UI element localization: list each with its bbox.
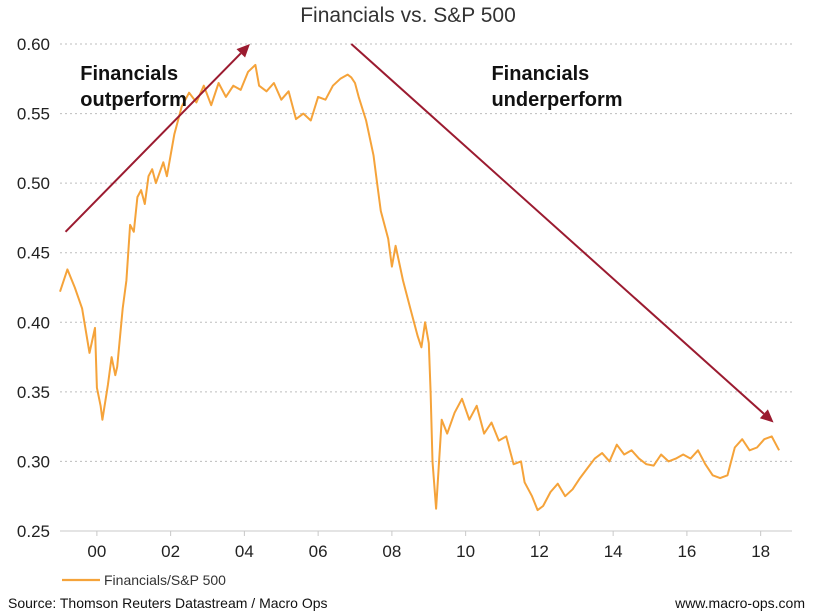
series-line-financials-sp500 (59, 63, 780, 512)
trend-arrow-shaft (64, 52, 242, 233)
annotation-line: outperform (80, 89, 187, 111)
y-tick-label: 0.45 (17, 244, 50, 263)
arrow-layer (64, 43, 774, 423)
y-tick-label: 0.30 (17, 452, 50, 471)
x-tick-label: 00 (87, 542, 106, 561)
legend: Financials/S&P 500 (62, 572, 226, 588)
annotation-line: underperform (491, 89, 622, 111)
chart-title: Financials vs. S&P 500 (300, 4, 516, 27)
y-tick-label: 0.50 (17, 174, 50, 193)
y-tick-label: 0.25 (17, 522, 50, 541)
trend-arrow-head (236, 44, 250, 58)
trend-arrow-head (759, 409, 774, 423)
trend-arrow-shaft (350, 43, 765, 415)
axis-layer: 0.25 0.30 0.35 0.40 0.45 0.50 0.55 0.60 00 02 04 06… (17, 35, 792, 561)
x-tick-label: 14 (604, 542, 623, 561)
x-tick-label: 02 (161, 542, 180, 561)
legend-label: Financials/S&P 500 (104, 572, 226, 588)
y-tick-label: 0.60 (17, 35, 50, 54)
annotation-line: Financials (491, 63, 589, 85)
x-tick-label: 12 (530, 542, 549, 561)
y-tick-label: 0.55 (17, 105, 50, 124)
x-tick-label: 04 (235, 542, 254, 561)
annotation-text: Financials outperform (80, 63, 187, 111)
annotation-line: Financials (80, 63, 178, 85)
annotation-layer: Financials outperform Financials underperfo… (80, 63, 622, 111)
x-tick-label: 10 (456, 542, 475, 561)
series-layer (59, 63, 780, 512)
source-text: Source: Thomson Reuters Datastream / Mac… (8, 595, 328, 611)
annotation-text: Financials underperform (491, 63, 622, 111)
x-tick-label: 06 (309, 542, 328, 561)
x-tick-label: 18 (751, 542, 770, 561)
x-tick-label: 08 (382, 542, 401, 561)
y-tick-label: 0.35 (17, 383, 50, 402)
website-text: www.macro-ops.com (674, 595, 805, 611)
y-tick-label: 0.40 (17, 313, 50, 332)
x-tick-label: 16 (677, 542, 696, 561)
